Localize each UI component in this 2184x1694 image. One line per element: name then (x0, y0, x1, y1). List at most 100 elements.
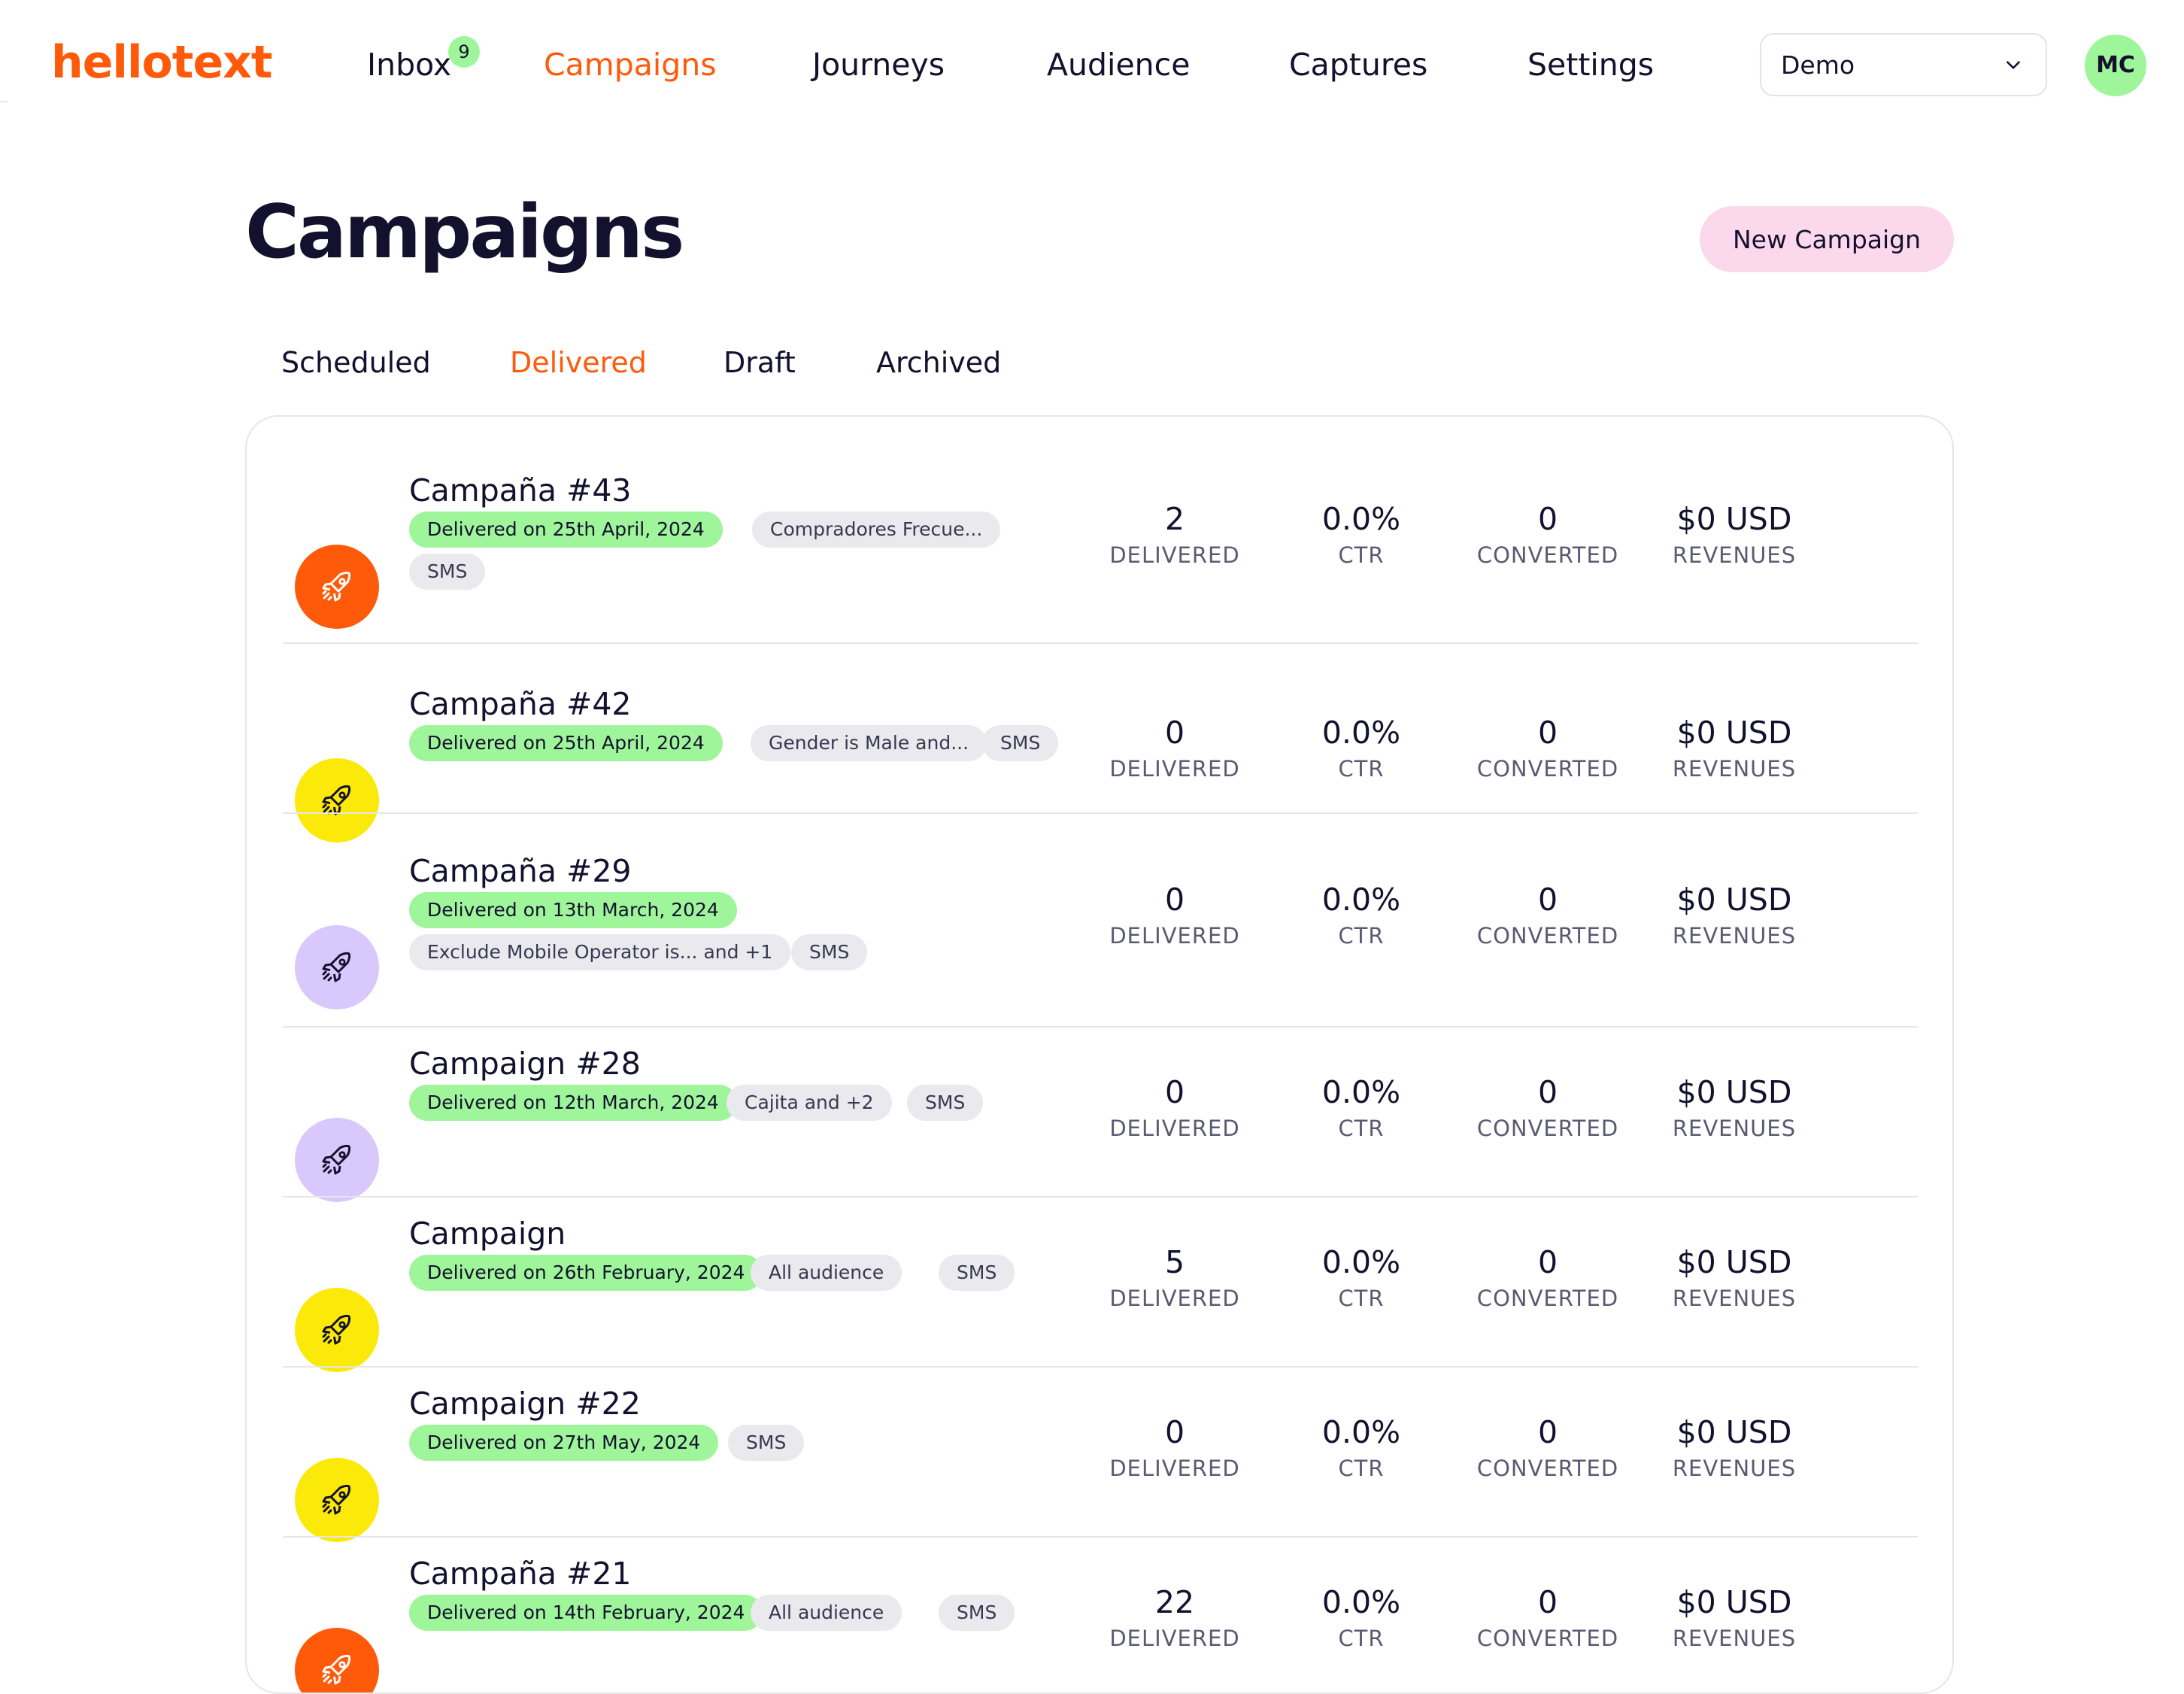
campaign-title[interactable]: Campaign #22 (409, 1386, 641, 1422)
stat-revenues-label: REVENUES (1672, 756, 1797, 782)
stat-revenues: $0 USD REVENUES (1644, 1241, 1825, 1313)
row-divider (283, 1536, 1918, 1538)
stat-delivered-value: 2 (1164, 501, 1185, 537)
campaign-icon (295, 758, 379, 842)
stat-delivered: 0 DELIVERED (1084, 879, 1265, 951)
stat-converted-label: CONVERTED (1476, 1456, 1619, 1481)
stat-revenues-label: REVENUES (1672, 1626, 1797, 1651)
stat-revenues-label: REVENUES (1672, 923, 1797, 949)
nav-inbox[interactable]: Inbox (367, 47, 452, 83)
nav-journeys[interactable]: Journeys (812, 47, 945, 83)
stat-revenues-label: REVENUES (1672, 1456, 1797, 1481)
audience-chip: All audience (751, 1595, 902, 1631)
stat-ctr-label: CTR (1338, 1456, 1385, 1481)
channel-chip: SMS (409, 554, 486, 590)
stat-ctr-value: 0.0% (1321, 1244, 1401, 1280)
stat-delivered: 0 DELIVERED (1084, 1411, 1265, 1483)
stat-delivered-label: DELIVERED (1109, 756, 1240, 782)
workspace-select[interactable]: Demo (1760, 33, 2047, 96)
stat-revenues-value: $0 USD (1676, 1074, 1792, 1110)
status-chip: Delivered on 13th March, 2024 (409, 892, 737, 928)
stat-revenues: $0 USD REVENUES (1644, 712, 1825, 784)
stat-converted-label: CONVERTED (1476, 1286, 1619, 1311)
rocket-icon (322, 1314, 351, 1345)
stat-converted: 0 CONVERTED (1458, 1411, 1638, 1483)
status-chip: Delivered on 27th May, 2024 (409, 1425, 719, 1461)
channel-chip: SMS (939, 1255, 1015, 1291)
stat-revenues-value: $0 USD (1676, 715, 1792, 751)
campaign-title[interactable]: Campaign (409, 1216, 566, 1252)
rocket-icon (322, 1654, 351, 1685)
campaign-row[interactable]: Campaign Delivered on 26th February, 2024… (283, 1198, 1918, 1372)
nav-captures[interactable]: Captures (1289, 47, 1428, 83)
row-divider (283, 1026, 1918, 1028)
tab-delivered[interactable]: Delivered (510, 346, 647, 379)
nav-settings[interactable]: Settings (1527, 47, 1655, 83)
campaign-row[interactable]: Campaña #29 Delivered on 13th March, 2024… (283, 814, 1918, 1028)
campaign-title[interactable]: Campaign #28 (409, 1046, 641, 1082)
stat-converted: 0 CONVERTED (1458, 879, 1638, 951)
stat-ctr: 0.0% CTR (1271, 879, 1451, 951)
hellotext-logo[interactable]: hellotext (51, 36, 273, 89)
campaign-title[interactable]: Campaña #29 (409, 853, 632, 889)
stat-delivered-label: DELIVERED (1109, 1116, 1240, 1141)
audience-chip: Compradores Frecue... (752, 512, 1001, 548)
tab-draft[interactable]: Draft (723, 346, 796, 379)
rocket-icon (322, 1144, 351, 1175)
campaign-title[interactable]: Campaña #21 (409, 1556, 632, 1592)
campaign-row[interactable]: Campaña #43 Delivered on 25th April, 2024… (283, 450, 1918, 642)
nav-audience[interactable]: Audience (1047, 47, 1191, 83)
chevron-down-icon (2007, 61, 2020, 69)
stat-ctr-value: 0.0% (1321, 715, 1401, 751)
campaign-row[interactable]: Campaña #42 Delivered on 25th April, 2024… (283, 642, 1918, 842)
stat-ctr-value: 0.0% (1321, 1584, 1401, 1620)
stat-revenues-value: $0 USD (1676, 882, 1792, 918)
stat-converted-label: CONVERTED (1476, 756, 1619, 782)
stat-revenues-label: REVENUES (1672, 1286, 1797, 1311)
stat-ctr-value: 0.0% (1321, 1074, 1401, 1110)
stat-ctr: 0.0% CTR (1271, 1581, 1451, 1653)
campaign-icon (295, 1628, 379, 1692)
row-divider (283, 642, 1918, 644)
stat-converted-value: 0 (1537, 715, 1558, 751)
stat-converted-value: 0 (1537, 1584, 1558, 1620)
stat-delivered-value: 0 (1164, 882, 1185, 918)
campaign-title[interactable]: Campaña #42 (409, 686, 632, 722)
stat-delivered-value: 0 (1164, 715, 1185, 751)
row-divider (283, 1366, 1918, 1368)
stat-converted: 0 CONVERTED (1458, 1581, 1638, 1653)
stat-ctr: 0.0% CTR (1271, 1071, 1451, 1143)
new-campaign-button[interactable]: New Campaign (1700, 206, 1954, 272)
stat-converted-value: 0 (1537, 1244, 1558, 1280)
stat-converted-value: 0 (1537, 1414, 1558, 1450)
rocket-icon (322, 785, 351, 815)
campaign-row[interactable]: Campaña #21 Delivered on 14th February, 2… (283, 1538, 1918, 1692)
inbox-count-badge: 9 (448, 36, 480, 68)
stat-converted: 0 CONVERTED (1458, 712, 1638, 784)
nav-campaigns[interactable]: Campaigns (544, 47, 717, 83)
stat-revenues-value: $0 USD (1676, 1584, 1792, 1620)
user-avatar[interactable]: MC (2085, 35, 2146, 96)
status-chip: Delivered on 25th April, 2024 (409, 512, 723, 548)
stat-delivered: 22 DELIVERED (1084, 1581, 1265, 1653)
stat-ctr-value: 0.0% (1321, 501, 1401, 537)
stat-revenues-value: $0 USD (1676, 1414, 1792, 1450)
stat-delivered-label: DELIVERED (1109, 1626, 1240, 1651)
stat-revenues: $0 USD REVENUES (1644, 498, 1825, 570)
stat-converted-label: CONVERTED (1476, 542, 1619, 568)
status-chip: Delivered on 12th March, 2024 (409, 1085, 737, 1121)
campaign-row[interactable]: Campaign #28 Delivered on 12th March, 202… (283, 1028, 1918, 1202)
campaign-row[interactable]: Campaign #22 Delivered on 27th May, 2024 S… (283, 1368, 1918, 1542)
stat-delivered-label: DELIVERED (1109, 542, 1240, 568)
campaign-icon (295, 1118, 379, 1202)
channel-chip: SMS (907, 1085, 984, 1121)
campaign-title[interactable]: Campaña #43 (409, 472, 632, 509)
stat-ctr-label: CTR (1338, 756, 1385, 782)
tab-archived[interactable]: Archived (876, 346, 1002, 379)
workspace-select-value: Demo (1781, 50, 1855, 80)
top-navigation: hellotext Inbox 9 Campaigns Journeys Aud… (0, 0, 2184, 102)
stat-ctr-value: 0.0% (1321, 882, 1401, 918)
stat-revenues: $0 USD REVENUES (1644, 1071, 1825, 1143)
stat-delivered-value: 22 (1154, 1584, 1195, 1620)
tab-scheduled[interactable]: Scheduled (281, 346, 431, 379)
